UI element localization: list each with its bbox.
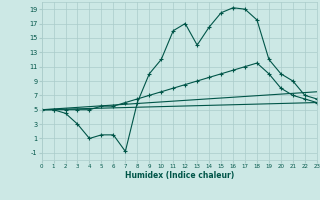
X-axis label: Humidex (Indice chaleur): Humidex (Indice chaleur)	[124, 171, 234, 180]
